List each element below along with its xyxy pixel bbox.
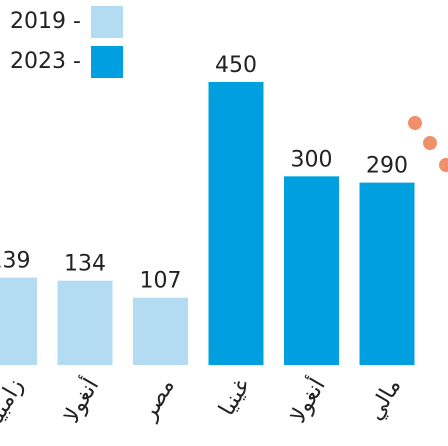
value-label: 107	[140, 269, 182, 294]
value-label: 139	[0, 249, 31, 274]
bar	[209, 82, 264, 365]
x-tick-label: أنغولا	[283, 373, 331, 428]
legend-swatch	[91, 6, 123, 38]
decor-dot	[423, 136, 437, 150]
legend-label: 2019 -	[10, 9, 81, 34]
decor-dot	[439, 158, 448, 172]
x-tick-label: مصر	[136, 375, 180, 426]
x-tick-label: مالي	[363, 375, 406, 425]
x-tick-label: زامبيا	[0, 375, 29, 430]
legend-label: 2023 -	[10, 49, 81, 74]
decor-dot	[408, 116, 422, 130]
value-label: 290	[366, 154, 408, 179]
value-label: 134	[64, 252, 106, 277]
legend-swatch	[91, 46, 123, 78]
bar	[133, 298, 188, 365]
value-label: 300	[291, 147, 333, 172]
bar	[0, 278, 37, 365]
x-tick-label: غينيا	[214, 375, 255, 421]
value-label: 450	[215, 53, 257, 78]
page: 2019 - 2023 - زامبيا 139 أنغولا 134 مصر 107 غيني…	[0, 0, 448, 446]
x-tick-label: أنغولا	[57, 373, 105, 428]
bar	[58, 281, 113, 365]
bar	[284, 176, 339, 365]
bar	[360, 183, 415, 365]
chart: 2019 - 2023 - زامبيا 139 أنغولا 134 مصر 107 غيني…	[0, 0, 448, 446]
